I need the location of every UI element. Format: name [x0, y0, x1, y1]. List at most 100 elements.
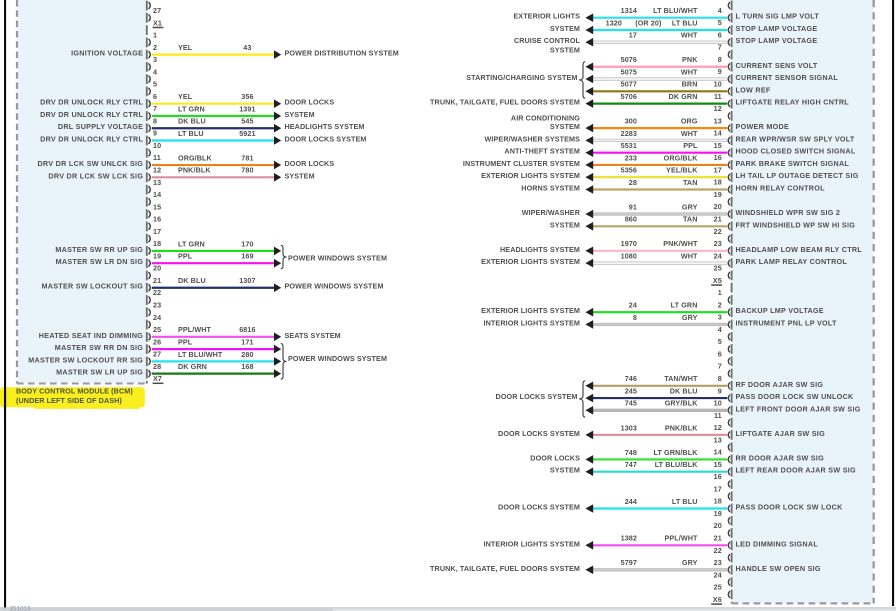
svg-text:WHT: WHT: [681, 129, 698, 138]
svg-text:170: 170: [241, 239, 253, 248]
svg-text:8: 8: [633, 313, 637, 322]
svg-text:LEFT REAR DOOR AJAR SW SIG: LEFT REAR DOOR AJAR SW SIG: [736, 466, 857, 475]
svg-text:LOW REF: LOW REF: [736, 85, 771, 94]
svg-text:MASTER SW RR DN SIG: MASTER SW RR DN SIG: [55, 343, 144, 352]
svg-text:21: 21: [714, 215, 722, 224]
svg-text:1303: 1303: [621, 423, 637, 432]
svg-text:ORG: ORG: [681, 117, 698, 126]
svg-text:LT BLU: LT BLU: [672, 497, 698, 506]
svg-text:24: 24: [153, 313, 161, 322]
svg-text:L TURN SIG LMP VOLT: L TURN SIG LMP VOLT: [736, 12, 820, 21]
svg-text:BACKUP LMP VOLTAGE: BACKUP LMP VOLTAGE: [736, 306, 824, 315]
svg-text:5076: 5076: [621, 55, 637, 64]
svg-text:ORG/BLK: ORG/BLK: [664, 153, 699, 162]
svg-text:POWER DISTRIBUTION SYSTEM: POWER DISTRIBUTION SYSTEM: [285, 49, 399, 58]
svg-text:2283: 2283: [621, 129, 637, 138]
svg-text:WHT: WHT: [681, 68, 698, 77]
svg-text:4: 4: [718, 325, 722, 334]
svg-text:DOOR LOCKS SYSTEM: DOOR LOCKS SYSTEM: [285, 135, 367, 144]
svg-text:HORNS SYSTEM: HORNS SYSTEM: [521, 184, 580, 193]
svg-text:27: 27: [153, 350, 161, 359]
svg-text:15: 15: [714, 141, 722, 150]
svg-text:PPL/WHT: PPL/WHT: [664, 534, 698, 543]
svg-text:169: 169: [241, 252, 253, 261]
svg-text:YEL: YEL: [178, 92, 193, 101]
svg-text:2: 2: [718, 300, 722, 309]
svg-text:18: 18: [714, 178, 722, 187]
svg-text:X1: X1: [153, 18, 162, 27]
svg-text:5077: 5077: [621, 80, 637, 89]
svg-text:PNK/WHT: PNK/WHT: [663, 239, 698, 248]
svg-text:746: 746: [625, 374, 637, 383]
svg-text:6816: 6816: [239, 325, 255, 334]
svg-text:WHT: WHT: [681, 31, 698, 40]
svg-text:DRV DR UNLOCK RLY CTRL: DRV DR UNLOCK RLY CTRL: [40, 110, 143, 119]
svg-text:INTERIOR LIGHTS SYSTEM: INTERIOR LIGHTS SYSTEM: [484, 539, 580, 548]
svg-text:13: 13: [153, 178, 161, 187]
svg-text:MASTER SW LR DN SIG: MASTER SW LR DN SIG: [56, 257, 144, 266]
svg-text:FRT WINDSHIELD WP SW HI SIG: FRT WINDSHIELD WP SW HI SIG: [736, 220, 856, 229]
svg-text:1: 1: [153, 31, 157, 40]
svg-text:X7: X7: [153, 374, 162, 383]
svg-text:23: 23: [714, 558, 722, 567]
svg-text:19: 19: [153, 251, 161, 260]
svg-text:168: 168: [241, 362, 253, 371]
svg-text:EXTERIOR LIGHTS SYSTEM: EXTERIOR LIGHTS SYSTEM: [481, 257, 580, 266]
svg-text:781: 781: [241, 153, 253, 162]
svg-text:DRV DR LCK SW UNLCK SIG: DRV DR LCK SW UNLCK SIG: [37, 159, 143, 168]
svg-text:545: 545: [241, 117, 253, 126]
svg-text:20: 20: [714, 202, 722, 211]
svg-text:TAN/WHT: TAN/WHT: [664, 374, 698, 383]
svg-text:25: 25: [714, 264, 722, 273]
svg-text:5075: 5075: [621, 68, 637, 77]
svg-text:17: 17: [153, 227, 161, 236]
svg-text:18: 18: [153, 239, 161, 248]
svg-text:X6: X6: [713, 595, 722, 604]
svg-text:POWER WINDOWS SYSTEM: POWER WINDOWS SYSTEM: [288, 254, 387, 263]
svg-text:SYSTEM: SYSTEM: [550, 220, 580, 229]
svg-text:244: 244: [625, 497, 637, 506]
svg-text:12: 12: [714, 104, 722, 113]
svg-text:3: 3: [153, 55, 157, 64]
svg-text:1382: 1382: [621, 534, 637, 543]
svg-text:GRY: GRY: [682, 558, 698, 567]
svg-text:20: 20: [714, 521, 722, 530]
svg-text:DK BLU: DK BLU: [178, 117, 206, 126]
svg-text:LT BLU/WHT: LT BLU/WHT: [178, 350, 223, 359]
svg-text:7: 7: [718, 362, 722, 371]
svg-text:PPL: PPL: [683, 141, 698, 150]
svg-text:LT GRN/BLK: LT GRN/BLK: [654, 448, 699, 457]
svg-text:3: 3: [718, 313, 722, 322]
svg-text:TAN: TAN: [683, 178, 698, 187]
svg-text:LEFT FRONT DOOR AJAR SW SIG: LEFT FRONT DOOR AJAR SW SIG: [736, 404, 861, 413]
svg-text:745: 745: [625, 399, 637, 408]
svg-text:INTERIOR LIGHTS SYSTEM: INTERIOR LIGHTS SYSTEM: [484, 318, 580, 327]
svg-text:SYSTEM: SYSTEM: [550, 24, 580, 33]
svg-text:17: 17: [714, 165, 722, 174]
svg-text:ANTI-THEFT SYSTEM: ANTI-THEFT SYSTEM: [504, 147, 580, 156]
svg-text:DRV DR UNLOCK RLY CTRL: DRV DR UNLOCK RLY CTRL: [40, 98, 143, 107]
svg-text:280: 280: [241, 350, 253, 359]
svg-text:HORN RELAY CONTROL: HORN RELAY CONTROL: [736, 184, 826, 193]
svg-text:1307: 1307: [239, 276, 255, 285]
svg-text:17: 17: [629, 31, 637, 40]
svg-text:14: 14: [153, 190, 161, 199]
svg-text:5356: 5356: [621, 166, 637, 175]
svg-text:22: 22: [153, 288, 161, 297]
svg-text:WIPER/WASHER: WIPER/WASHER: [522, 208, 581, 217]
svg-text:WINDSHIELD WPR SW SIG 2: WINDSHIELD WPR SW SIG 2: [736, 208, 841, 217]
svg-text:YEL: YEL: [178, 43, 193, 52]
svg-text:STARTING/CHARGING SYSTEM: STARTING/CHARGING SYSTEM: [466, 73, 577, 82]
svg-text:20: 20: [153, 264, 161, 273]
svg-text:21: 21: [153, 276, 161, 285]
svg-text:91: 91: [629, 202, 637, 211]
svg-text:PPL: PPL: [178, 338, 193, 347]
svg-text:HANDLE SW OPEN SIG: HANDLE SW OPEN SIG: [736, 564, 821, 573]
svg-text:5797: 5797: [621, 558, 637, 567]
svg-text:11: 11: [714, 92, 722, 101]
svg-text:STOP LAMP VOLTAGE: STOP LAMP VOLTAGE: [736, 24, 818, 33]
svg-text:SYSTEM: SYSTEM: [550, 466, 580, 475]
svg-text:9: 9: [153, 129, 157, 138]
svg-text:747: 747: [625, 460, 637, 469]
svg-text:MASTER SW LR UP SIG: MASTER SW LR UP SIG: [56, 368, 143, 377]
